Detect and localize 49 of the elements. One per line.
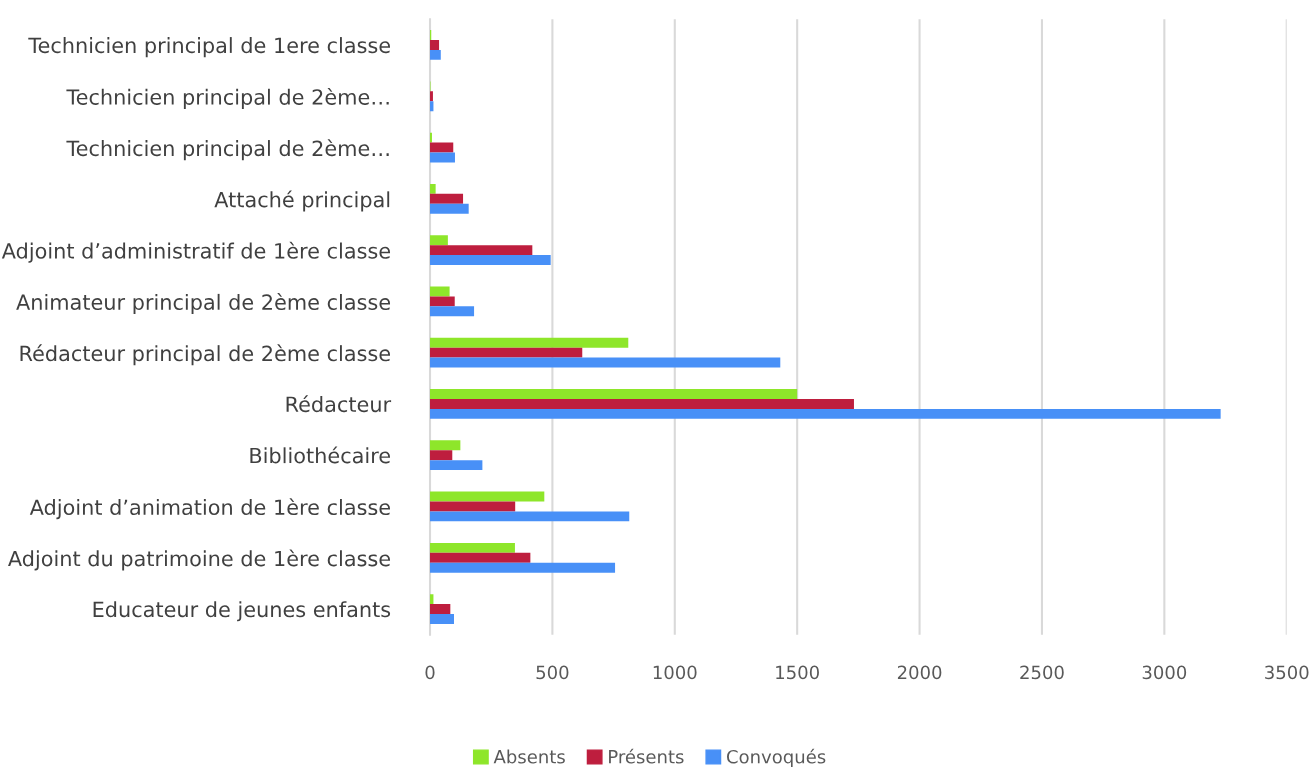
bar: [430, 604, 451, 614]
bar: [430, 614, 454, 624]
bar: [430, 347, 583, 358]
bar: [430, 511, 630, 522]
x-tick-label: 0: [425, 665, 435, 680]
x-tick-label: 1500: [776, 665, 819, 680]
bar: [430, 562, 616, 573]
x-tick-label: 3000: [1142, 665, 1187, 680]
bar: [430, 408, 1221, 419]
bar: [430, 235, 448, 246]
bar: [430, 552, 531, 563]
x-tick-label: 500: [536, 665, 569, 680]
bar: [430, 491, 545, 502]
bar: [430, 440, 461, 451]
bar: [430, 389, 798, 399]
bar: [430, 460, 483, 471]
y-tick-label: Adjoint du patrimoine de 1ère classe: [8, 549, 391, 571]
bar: [430, 245, 533, 256]
legend-label: Absents: [493, 749, 565, 764]
x-tick-label: 1000: [653, 665, 697, 680]
x-tick-label: 2500: [1020, 665, 1064, 680]
x-tick-label: 2000: [897, 665, 942, 680]
y-tick-label: Technicien principal de 1ere classe: [28, 37, 391, 58]
bar: [430, 357, 781, 368]
bar: [430, 542, 515, 553]
bar: [430, 255, 551, 265]
bar: [430, 450, 453, 461]
y-tick-label: Educateur de jeunes enfants: [93, 601, 391, 622]
legend-label: Convoqués: [726, 748, 826, 768]
bar: [430, 49, 441, 60]
y-tick-label: Rédacteur principal de 2ème classe: [20, 344, 390, 366]
y-tick-label: Rédacteur: [286, 395, 392, 413]
bar: [430, 193, 464, 204]
y-tick-label: Animateur principal de 2ème classe: [16, 293, 391, 315]
bar: [430, 142, 454, 153]
y-tick-label: Technicien principal de 2ème…: [66, 87, 389, 109]
y-tick-label: Bibliothécaire: [250, 446, 391, 464]
legend-label: Présents: [609, 748, 684, 764]
y-tick-label: Adjoint d’administratif de 1ère classe: [1, 241, 391, 263]
bar: [430, 203, 469, 214]
x-tick-label: 3500: [1265, 665, 1309, 680]
bar: [430, 337, 629, 348]
y-tick-label: Technicien principal de 2ème…: [66, 139, 389, 161]
bar: [430, 398, 854, 409]
bar: [430, 296, 455, 307]
bar: [430, 306, 475, 317]
y-tick-label: Attaché principal: [214, 190, 390, 212]
y-tick-label: Adjoint d’animation de 1ère classe: [29, 498, 391, 520]
bar: [430, 501, 516, 512]
